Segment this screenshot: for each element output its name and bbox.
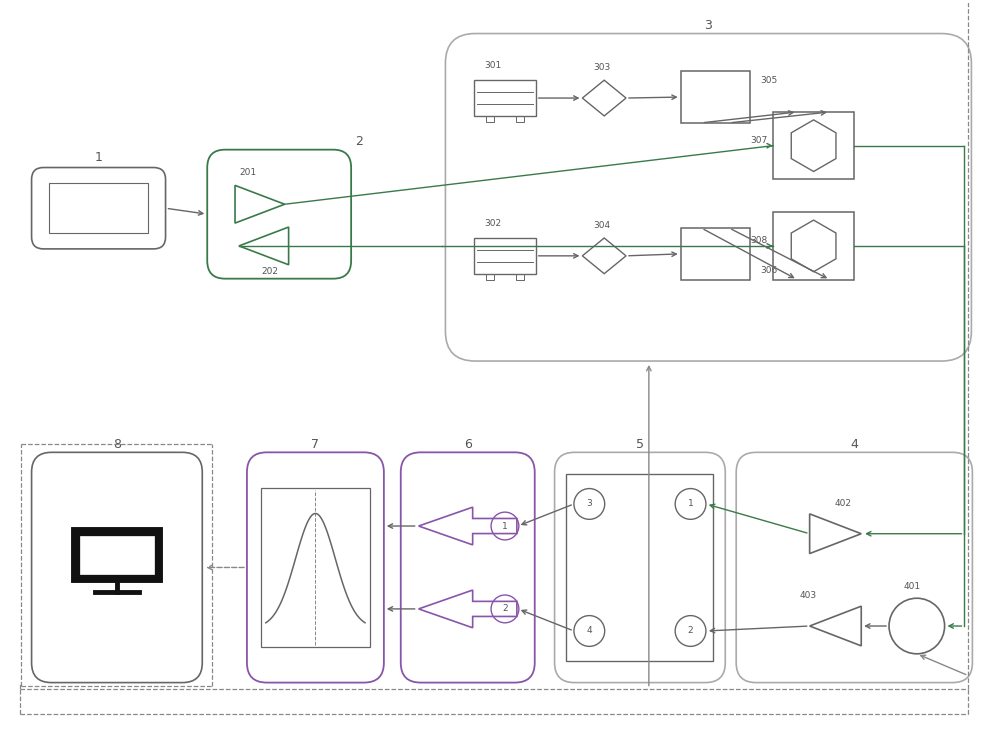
Text: 402: 402	[835, 499, 852, 508]
Text: 403: 403	[799, 592, 816, 600]
Text: 305: 305	[760, 76, 777, 85]
Text: 5: 5	[636, 438, 644, 451]
Text: 2: 2	[355, 135, 363, 148]
Bar	[681, 228, 750, 280]
Text: 301: 301	[484, 62, 502, 70]
Bar	[73, 529, 161, 581]
Bar	[681, 71, 750, 123]
Bar	[486, 273, 494, 280]
Text: 201: 201	[239, 169, 256, 177]
Text: 307: 307	[751, 136, 768, 145]
Text: 202: 202	[261, 267, 278, 276]
Text: 308: 308	[751, 237, 768, 246]
Text: 4: 4	[587, 627, 592, 636]
Text: 2: 2	[502, 605, 508, 614]
Text: 7: 7	[311, 438, 319, 451]
Text: 303: 303	[594, 63, 611, 73]
Text: 4: 4	[850, 438, 858, 451]
Text: 306: 306	[760, 265, 777, 275]
Bar	[516, 273, 524, 280]
Bar	[80, 537, 154, 575]
Bar	[261, 488, 370, 647]
Text: 1: 1	[688, 499, 693, 509]
Text: 304: 304	[594, 221, 611, 230]
Text: 1: 1	[95, 151, 103, 164]
Text: 1: 1	[502, 521, 508, 531]
Bar	[773, 212, 854, 280]
Bar	[49, 183, 148, 233]
Text: 3: 3	[586, 499, 592, 509]
Text: 3: 3	[704, 19, 712, 32]
Text: 401: 401	[903, 582, 920, 592]
Bar	[773, 112, 854, 180]
Text: 8: 8	[113, 438, 121, 451]
Bar	[474, 80, 536, 116]
Bar	[566, 474, 713, 660]
Text: 6: 6	[464, 438, 472, 451]
Bar	[516, 116, 524, 122]
Bar	[474, 238, 536, 273]
Text: 2: 2	[688, 627, 693, 636]
Bar	[486, 116, 494, 122]
Text: 302: 302	[484, 219, 502, 228]
